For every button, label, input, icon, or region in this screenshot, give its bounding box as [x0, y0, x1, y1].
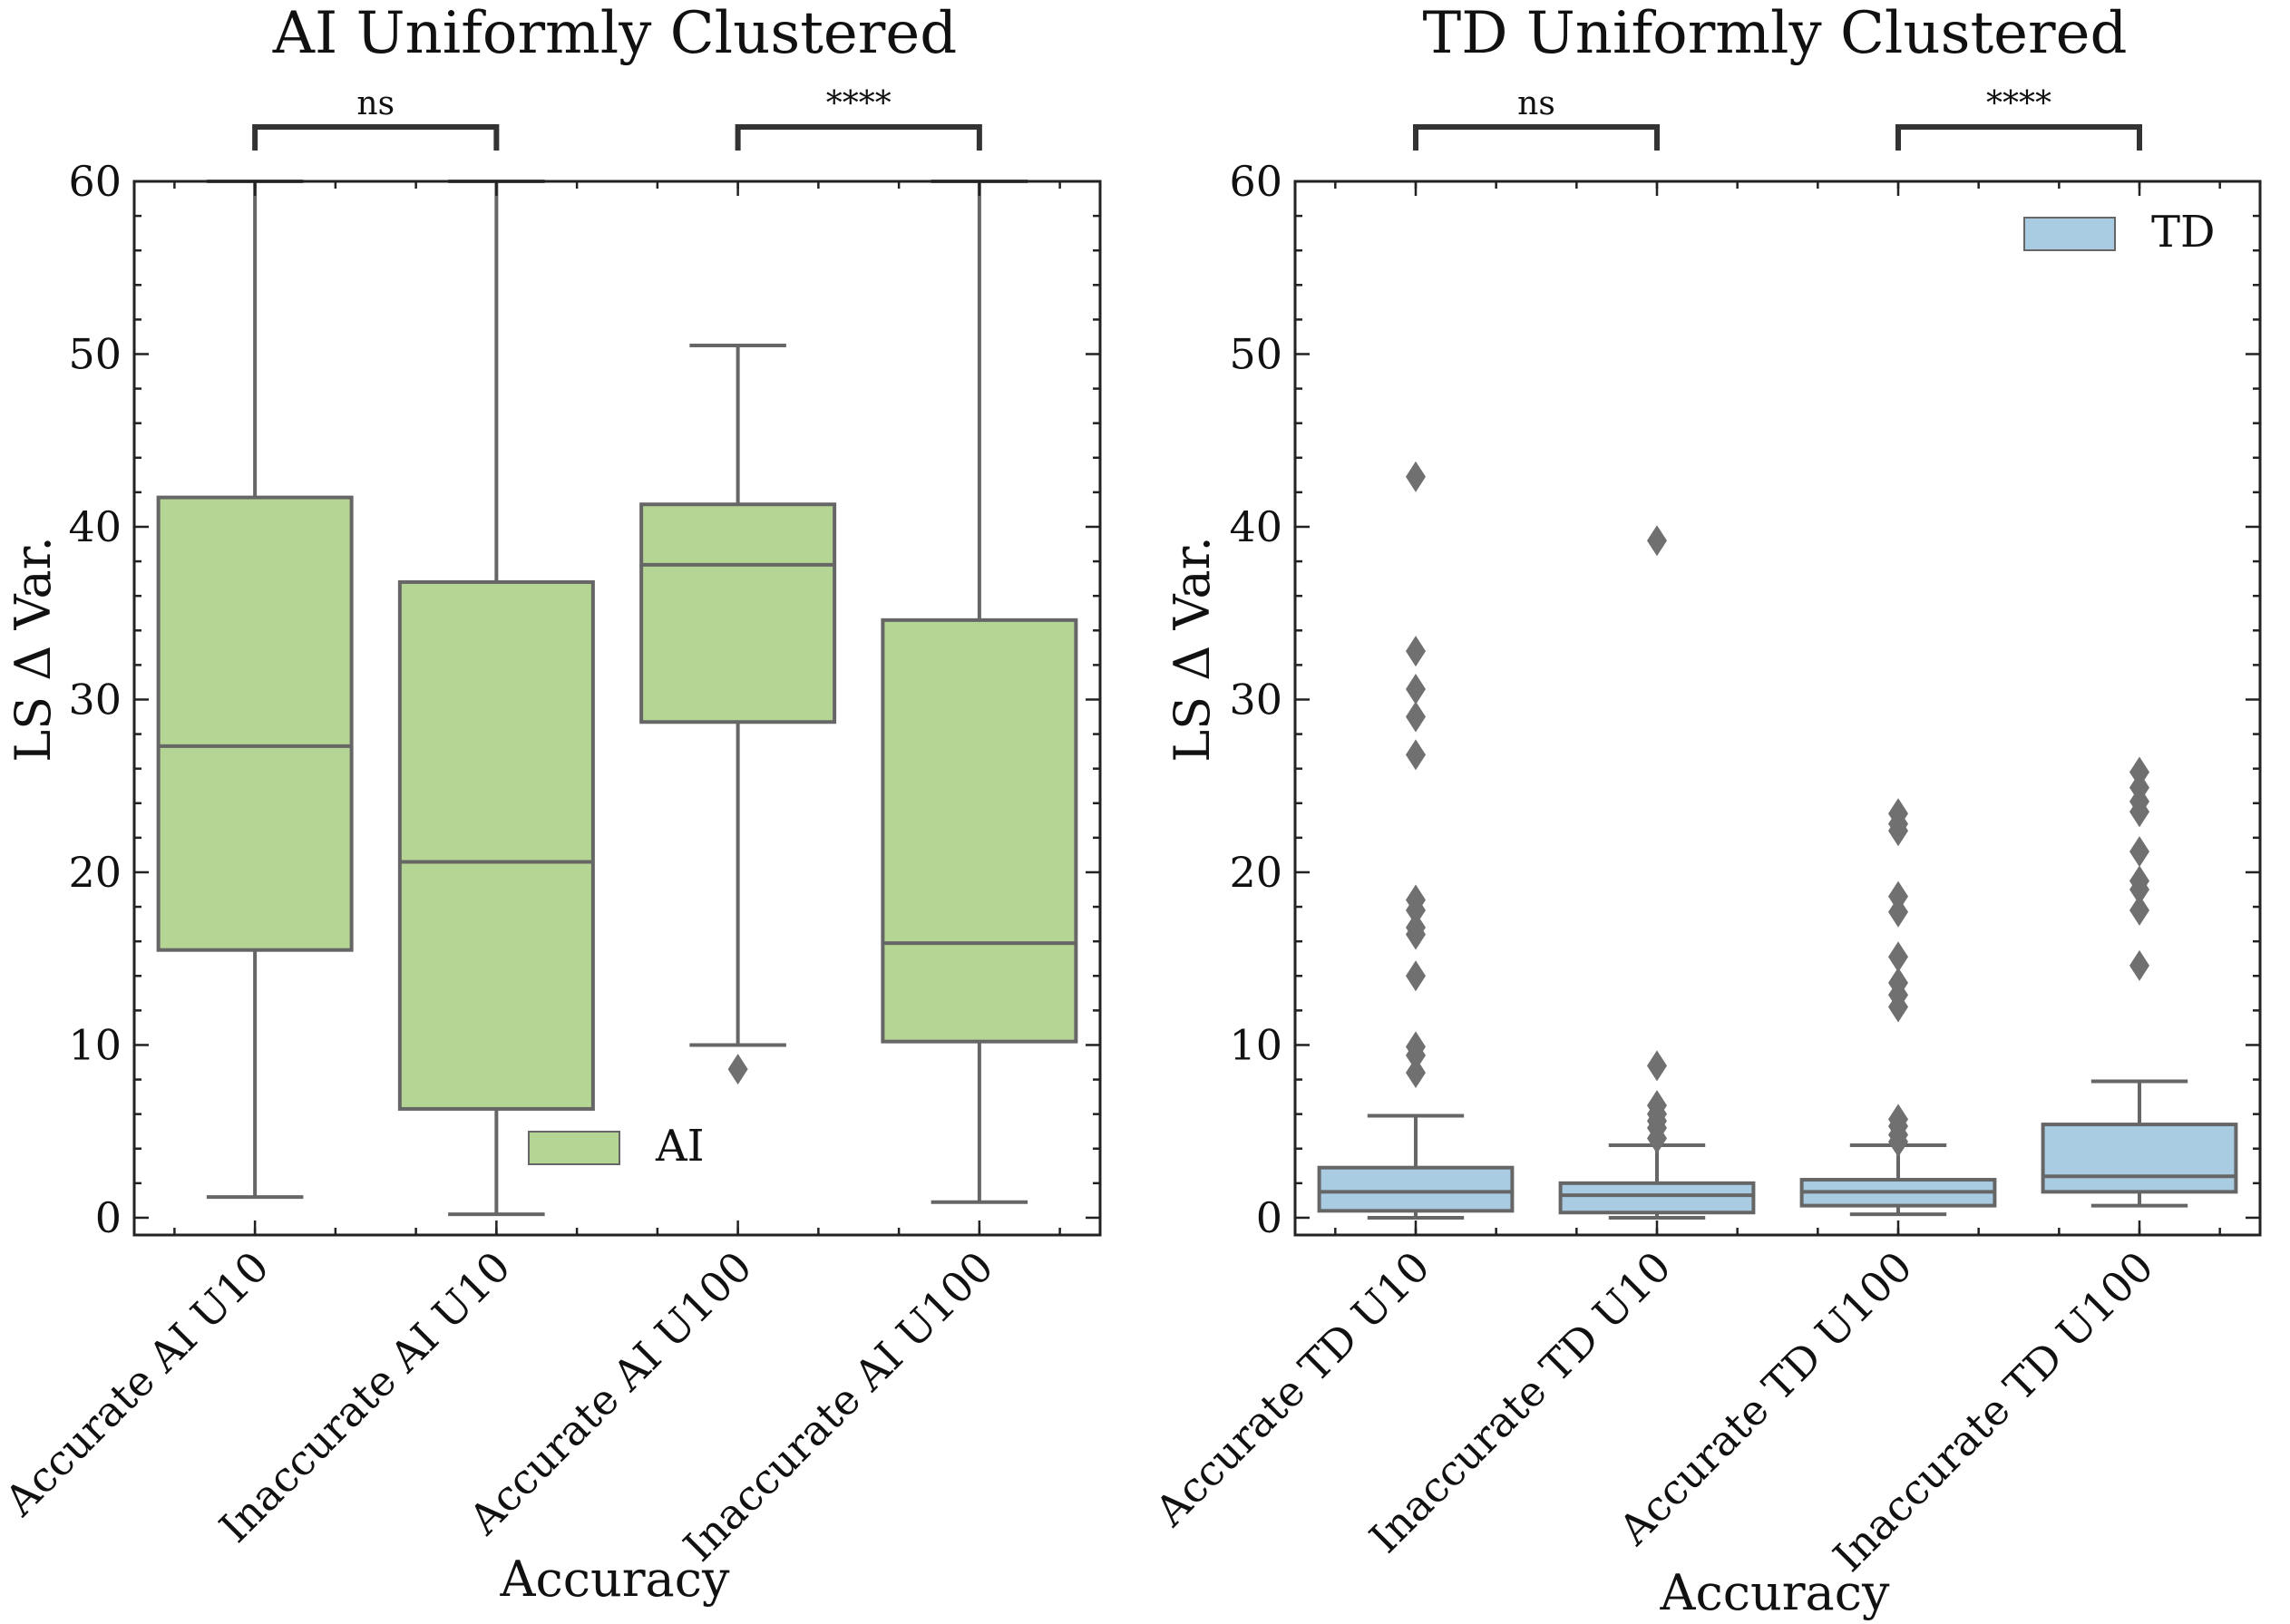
- significance-bracket: [735, 124, 982, 151]
- td-significance-annotations: ns ****: [1413, 85, 2142, 151]
- outlier-point: [2129, 756, 2149, 788]
- significance-label: ****: [826, 85, 892, 122]
- td-x-axis-label: Accuracy: [1659, 1564, 1890, 1621]
- td-chart-panel: TD Uniformly Clustered LS Δ Var. Accurac…: [1145, 0, 2262, 1621]
- outlier-point: [1647, 525, 1667, 557]
- ai-significance-annotations: ns ****: [252, 85, 982, 151]
- td-chart-title: TD Uniformly Clustered: [1423, 0, 2128, 67]
- outlier-point: [1888, 880, 1908, 912]
- y-tick-label: 0: [1256, 1193, 1282, 1242]
- legend-label: AI: [655, 1121, 705, 1172]
- significance-bracket: [1895, 124, 2142, 151]
- ai-plot-frame: [132, 180, 1102, 1237]
- y-tick-label: 40: [1229, 502, 1282, 551]
- ai-box-4: [881, 180, 1078, 1204]
- ai-legend: AI: [528, 1121, 705, 1172]
- legend-swatch: [528, 1131, 620, 1165]
- outlier-point: [1647, 1050, 1667, 1082]
- outlier-point: [2129, 865, 2149, 897]
- y-tick-label: 0: [95, 1193, 122, 1242]
- significance-label: ns: [356, 85, 395, 122]
- significance-label: ns: [1517, 85, 1555, 122]
- outlier-point: [2129, 836, 2149, 868]
- ai-chart-title: AI Uniformly Clustered: [272, 0, 957, 67]
- legend-swatch: [2023, 217, 2116, 251]
- y-tick-label: 30: [1229, 675, 1282, 724]
- outlier-point: [1406, 674, 1426, 705]
- outlier-point: [1406, 636, 1426, 667]
- iqr-box: [2041, 1123, 2238, 1194]
- outlier-point: [1888, 896, 1908, 928]
- y-tick-label: 50: [68, 329, 122, 378]
- y-tick-label: 40: [68, 502, 122, 551]
- outlier-point: [1406, 1056, 1426, 1088]
- y-tick-label: 20: [1229, 848, 1282, 897]
- iqr-box: [397, 579, 595, 1111]
- y-tick-label: 50: [1229, 329, 1282, 378]
- td-box-1: [1317, 461, 1515, 1220]
- significance-label: ****: [1986, 85, 2051, 122]
- outlier-point: [1406, 739, 1426, 771]
- significance-bracket: [1413, 124, 1660, 151]
- iqr-box: [1558, 1181, 1756, 1215]
- outlier-point: [2129, 949, 2149, 981]
- ai-x-axis-label: Accuracy: [499, 1551, 730, 1608]
- x-tick-label: Accurate AI U10: [0, 1242, 278, 1526]
- outlier-point: [1406, 701, 1426, 733]
- td-boxes: [1317, 461, 2238, 1220]
- ai-chart-panel: AI Uniformly Clustered LS Δ Var. Accurac…: [0, 0, 1102, 1608]
- ai-y-axis-label: LS Δ Var.: [5, 536, 62, 762]
- ai-box-2: [397, 180, 595, 1217]
- outlier-point: [1888, 1104, 1908, 1135]
- outlier-point: [1406, 911, 1426, 943]
- outlier-point: [1647, 1090, 1667, 1122]
- ai-box-1: [156, 180, 354, 1200]
- ai-box-3: [639, 343, 837, 1085]
- td-legend: TD: [2023, 207, 2216, 258]
- outlier-point: [2129, 894, 2149, 926]
- td-y-axis-label: LS Δ Var.: [1164, 536, 1221, 762]
- y-tick-label: 20: [68, 848, 122, 897]
- legend-label: TD: [2151, 207, 2216, 258]
- outlier-point: [1888, 967, 1908, 998]
- iqr-box: [1317, 1165, 1515, 1213]
- y-tick-label: 60: [68, 157, 122, 206]
- outlier-point: [2129, 772, 2149, 803]
- outlier-point: [1406, 884, 1426, 916]
- td-box-3: [1799, 798, 1997, 1217]
- iqr-box: [881, 618, 1078, 1044]
- y-tick-label: 60: [1229, 157, 1282, 206]
- outlier-point: [1888, 798, 1908, 830]
- y-tick-label: 30: [68, 675, 122, 724]
- outlier-point: [1406, 960, 1426, 992]
- iqr-box: [639, 502, 837, 724]
- outlier-point: [727, 1054, 748, 1085]
- significance-bracket: [252, 124, 500, 151]
- iqr-box: [156, 495, 354, 952]
- td-box-2: [1558, 525, 1756, 1220]
- outlier-point: [1406, 1031, 1426, 1063]
- outlier-point: [1406, 461, 1426, 492]
- outlier-point: [1888, 941, 1908, 973]
- ai-boxes: [156, 180, 1078, 1217]
- td-plot-frame: [1293, 180, 2262, 1237]
- td-box-4: [2041, 756, 2238, 1208]
- y-tick-label: 10: [68, 1020, 122, 1069]
- y-tick-label: 10: [1229, 1020, 1282, 1069]
